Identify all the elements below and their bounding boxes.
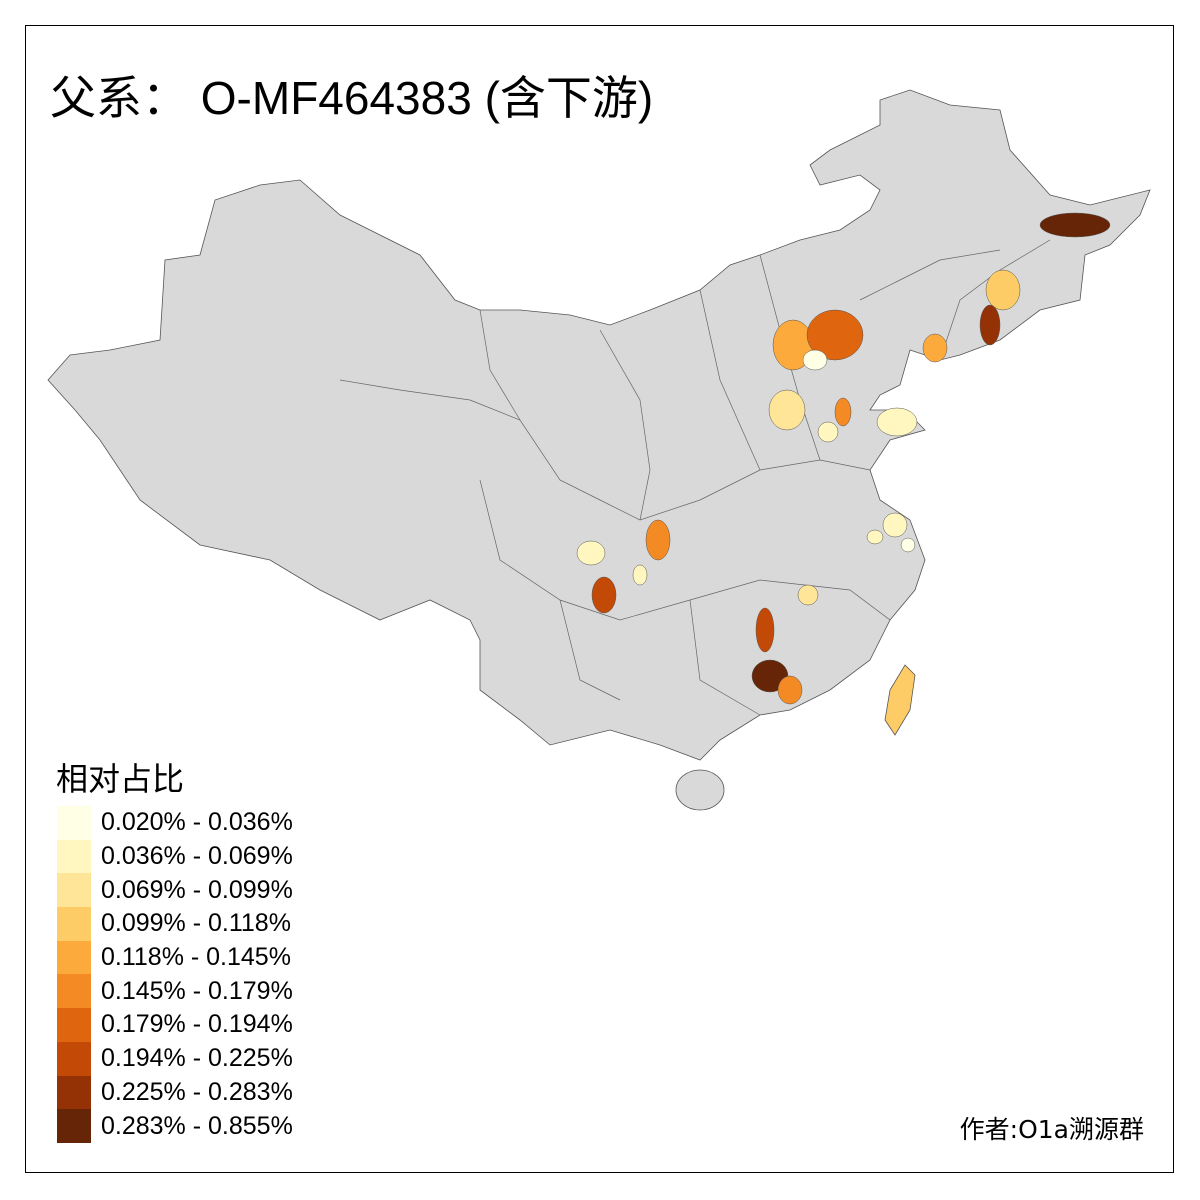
region-area — [797, 584, 819, 606]
region-area — [876, 407, 918, 437]
legend-item: 0.036% - 0.069% — [57, 839, 293, 874]
map-title: 父系： O-MF464383 (含下游) — [50, 72, 654, 124]
region-area — [866, 529, 884, 545]
region-area — [591, 576, 617, 614]
region-area — [576, 540, 606, 566]
legend-label: 0.145% - 0.179% — [101, 976, 293, 1005]
author-credit: 作者:O1a溯源群 — [959, 1115, 1144, 1144]
legend-swatch — [57, 1041, 91, 1076]
legend: 0.020% - 0.036% 0.036% - 0.069% 0.069% - 0… — [57, 806, 293, 1143]
frame-border — [25, 25, 1174, 1173]
region-area — [645, 519, 671, 561]
hainan-island — [675, 769, 725, 811]
legend-label: 0.099% - 0.118% — [101, 909, 291, 938]
legend-swatch — [57, 1008, 91, 1042]
region-area — [882, 512, 908, 538]
legend-item: 0.069% - 0.099% — [57, 873, 293, 908]
legend-label: 0.283% - 0.855% — [101, 1111, 293, 1140]
region-area — [834, 397, 852, 427]
region-area — [802, 349, 828, 371]
legend-swatch — [57, 974, 91, 1009]
legend-label: 0.118% - 0.145% — [101, 943, 291, 972]
region-area — [1039, 212, 1111, 238]
legend-label: 0.194% - 0.225% — [101, 1044, 293, 1073]
taiwan-island — [884, 664, 916, 736]
highlighted-regions — [576, 212, 1111, 705]
legend-swatch — [57, 940, 91, 975]
legend-swatch — [57, 873, 91, 908]
region-area — [632, 564, 648, 586]
legend-label: 0.020% - 0.036% — [101, 808, 293, 837]
legend-item: 0.020% - 0.036% — [57, 806, 293, 840]
legend-item: 0.099% - 0.118% — [57, 907, 293, 941]
legend-item: 0.118% - 0.145% — [57, 940, 293, 975]
region-area — [922, 333, 948, 363]
legend-swatch — [57, 1109, 91, 1143]
province-borders — [339, 239, 1051, 716]
legend-label: 0.036% - 0.069% — [101, 842, 293, 871]
region-area — [900, 537, 916, 553]
legend-label: 0.069% - 0.099% — [101, 875, 293, 904]
legend-item: 0.145% - 0.179% — [57, 974, 293, 1009]
legend-label: 0.179% - 0.194% — [101, 1010, 293, 1039]
legend-label: 0.225% - 0.283% — [101, 1077, 293, 1106]
legend-item: 0.225% - 0.283% — [57, 1075, 293, 1110]
legend-swatch — [57, 839, 91, 874]
legend-item: 0.283% - 0.855% — [57, 1109, 293, 1143]
region-area — [806, 309, 864, 361]
legend-swatch — [57, 1075, 91, 1110]
region-area — [985, 269, 1021, 311]
legend-swatch — [57, 907, 91, 941]
region-area — [979, 304, 1001, 346]
legend-swatch — [57, 806, 91, 840]
region-area — [768, 389, 806, 431]
region-area — [777, 675, 803, 705]
legend-item: 0.179% - 0.194% — [57, 1008, 293, 1042]
china-mainland — [47, 89, 1151, 761]
legend-item: 0.194% - 0.225% — [57, 1041, 293, 1076]
legend-title: 相对占比 — [56, 760, 185, 798]
region-area — [817, 421, 839, 443]
region-area — [755, 607, 775, 653]
